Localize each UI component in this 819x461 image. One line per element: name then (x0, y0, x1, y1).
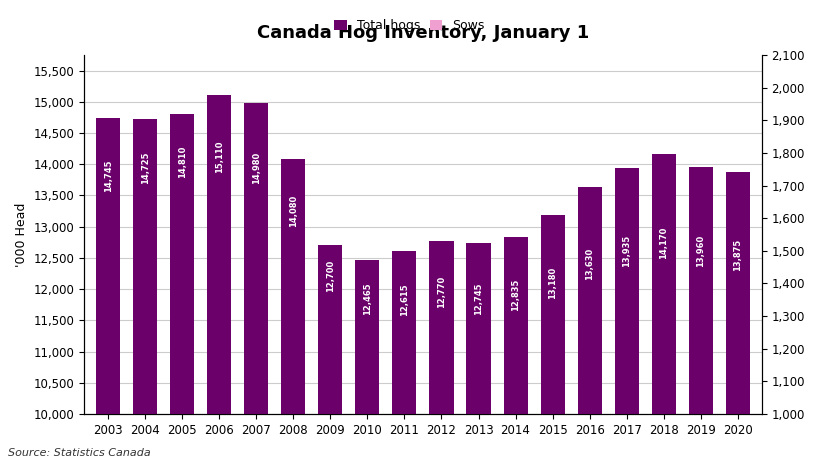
Text: 13,630: 13,630 (585, 248, 594, 280)
Text: 1,193: 1,193 (400, 368, 409, 394)
Text: 12,835: 12,835 (510, 279, 519, 311)
Bar (281, 159, 305, 414)
Text: 13,960: 13,960 (695, 235, 704, 267)
Text: 1,175: 1,175 (473, 372, 482, 396)
Bar (392, 251, 416, 414)
Text: 14,745: 14,745 (103, 160, 112, 192)
Text: 1,215: 1,215 (585, 365, 594, 390)
Bar (503, 237, 527, 414)
Bar (355, 337, 379, 414)
Text: 1,576: 1,576 (141, 303, 150, 328)
Bar (392, 348, 416, 414)
Bar (96, 234, 120, 414)
Bar (725, 337, 749, 414)
Y-axis label: '000 Head: '000 Head (15, 202, 28, 266)
Text: 1,227: 1,227 (363, 362, 372, 388)
Bar (651, 332, 675, 414)
Text: 12,700: 12,700 (325, 260, 334, 292)
Text: 13,935: 13,935 (622, 235, 631, 267)
Text: 12,465: 12,465 (363, 282, 372, 314)
Bar (503, 353, 527, 414)
Text: 1,316: 1,316 (325, 348, 334, 372)
Text: 13,875: 13,875 (732, 239, 741, 271)
Text: 14,980: 14,980 (251, 151, 260, 183)
Bar (577, 187, 601, 414)
Bar (281, 262, 305, 414)
Text: Source: Statistics Canada: Source: Statistics Canada (8, 449, 151, 458)
Text: 1,236: 1,236 (622, 361, 631, 386)
Text: 1,185: 1,185 (547, 370, 556, 395)
Bar (170, 113, 194, 414)
Text: 12,615: 12,615 (400, 283, 409, 316)
Bar (429, 343, 453, 414)
Bar (651, 154, 675, 414)
Text: 1,240: 1,240 (658, 361, 667, 386)
Text: 1,571: 1,571 (215, 304, 224, 329)
Bar (170, 210, 194, 414)
Text: 14,725: 14,725 (141, 152, 150, 184)
Bar (688, 335, 712, 414)
Text: 15,110: 15,110 (215, 141, 224, 173)
Bar (318, 306, 342, 414)
Bar (429, 241, 453, 414)
Bar (540, 351, 564, 414)
Text: 12,770: 12,770 (437, 276, 446, 308)
Bar (540, 215, 564, 414)
Bar (96, 118, 120, 414)
Text: 1,224: 1,224 (732, 363, 741, 389)
Bar (207, 95, 231, 414)
Bar (355, 260, 379, 414)
Bar (133, 119, 157, 414)
Bar (207, 219, 231, 414)
Text: 1,232: 1,232 (695, 362, 704, 387)
Text: 1,445: 1,445 (288, 325, 297, 350)
Text: 13,180: 13,180 (547, 267, 556, 299)
Text: 14,170: 14,170 (658, 227, 667, 259)
Bar (577, 341, 601, 414)
Text: 1,527: 1,527 (103, 311, 112, 337)
Text: 14,810: 14,810 (178, 146, 187, 178)
Bar (466, 354, 490, 414)
Bar (613, 333, 638, 414)
Text: 1,208: 1,208 (437, 366, 446, 391)
Bar (244, 232, 268, 414)
Bar (244, 103, 268, 414)
Bar (318, 245, 342, 414)
Text: 12,745: 12,745 (473, 282, 482, 315)
Bar (688, 167, 712, 414)
Text: 1,179: 1,179 (510, 371, 519, 396)
Text: 14,080: 14,080 (288, 195, 297, 227)
Legend: Total hogs, Sows: Total hogs, Sows (328, 14, 489, 37)
Bar (466, 242, 490, 414)
Title: Canada Hog Inventory, January 1: Canada Hog Inventory, January 1 (256, 24, 588, 42)
Text: 1,597: 1,597 (178, 299, 187, 325)
Bar (725, 172, 749, 414)
Bar (613, 168, 638, 414)
Text: 1,532: 1,532 (251, 310, 260, 336)
Bar (133, 217, 157, 414)
